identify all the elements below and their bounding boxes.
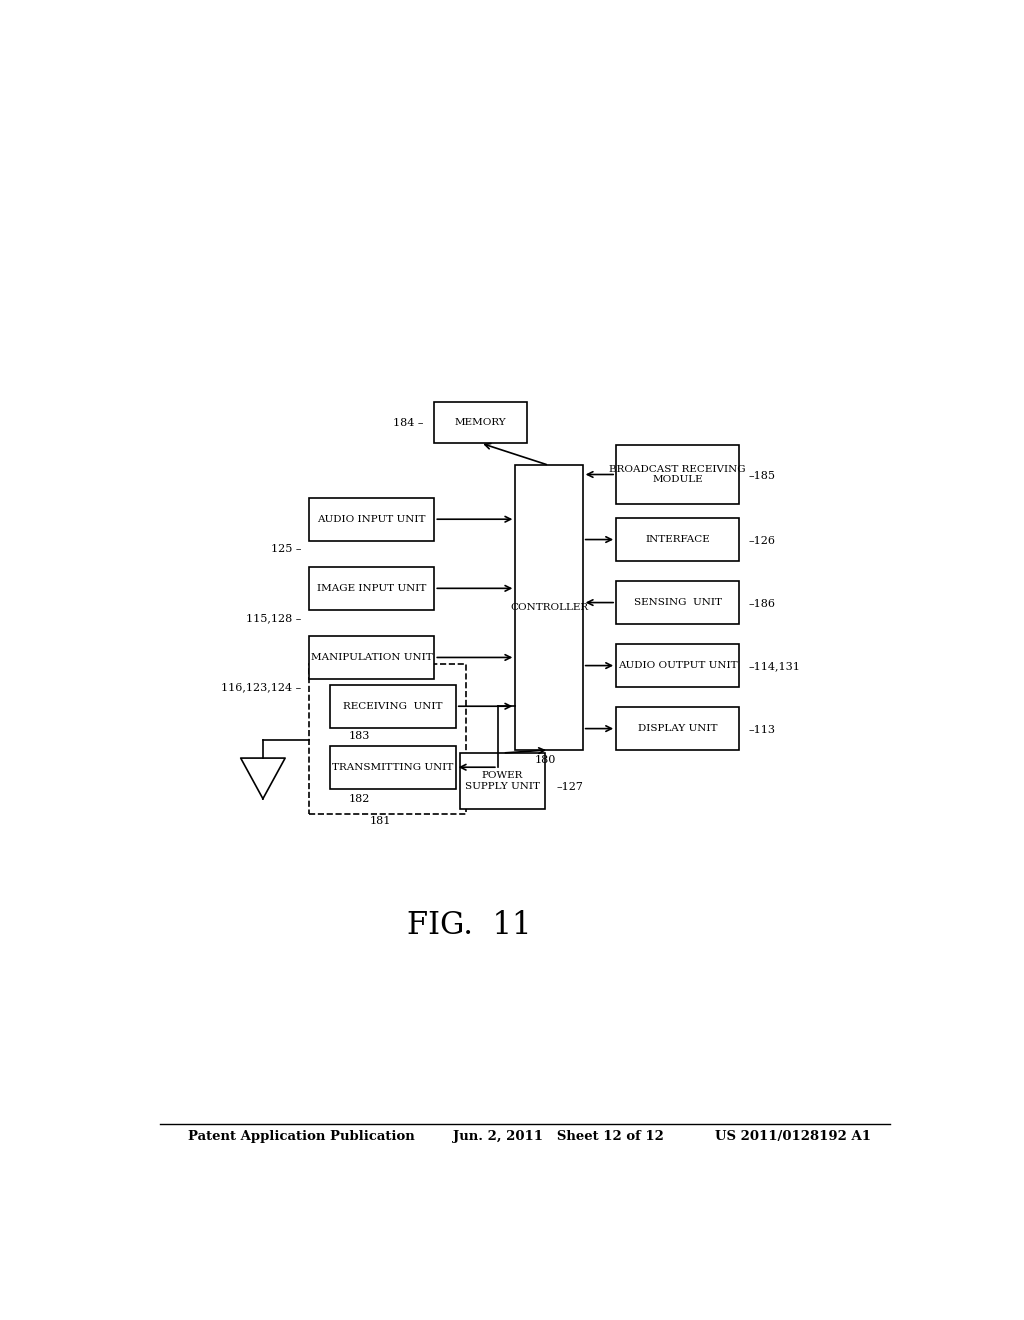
Text: –126: –126 <box>749 536 775 545</box>
FancyBboxPatch shape <box>616 581 739 624</box>
Text: DISPLAY UNIT: DISPLAY UNIT <box>638 725 718 733</box>
FancyBboxPatch shape <box>433 403 527 444</box>
Text: 184 –: 184 – <box>393 417 423 428</box>
Text: POWER
SUPPLY UNIT: POWER SUPPLY UNIT <box>465 771 540 791</box>
Text: 116,123,124 –: 116,123,124 – <box>221 682 301 692</box>
FancyBboxPatch shape <box>309 636 434 678</box>
Text: US 2011/0128192 A1: US 2011/0128192 A1 <box>715 1130 871 1143</box>
FancyBboxPatch shape <box>309 498 434 541</box>
Text: Patent Application Publication: Patent Application Publication <box>187 1130 415 1143</box>
FancyBboxPatch shape <box>309 568 434 610</box>
FancyBboxPatch shape <box>616 519 739 561</box>
FancyBboxPatch shape <box>460 752 546 809</box>
Text: FIG.  11: FIG. 11 <box>407 911 531 941</box>
Text: –185: –185 <box>749 470 775 480</box>
Text: BROADCAST RECEIVING
MODULE: BROADCAST RECEIVING MODULE <box>609 465 745 484</box>
FancyBboxPatch shape <box>616 644 739 686</box>
Text: –127: –127 <box>557 781 584 792</box>
Text: TRANSMITTING UNIT: TRANSMITTING UNIT <box>333 763 454 772</box>
FancyBboxPatch shape <box>616 708 739 750</box>
FancyBboxPatch shape <box>515 466 583 750</box>
Text: SENSING  UNIT: SENSING UNIT <box>634 598 722 607</box>
Text: CONTROLLER: CONTROLLER <box>510 603 588 612</box>
Text: INTERFACE: INTERFACE <box>645 535 710 544</box>
Text: 180: 180 <box>536 755 556 766</box>
Text: 182: 182 <box>348 793 370 804</box>
Text: AUDIO OUTPUT UNIT: AUDIO OUTPUT UNIT <box>617 661 737 671</box>
Text: RECEIVING  UNIT: RECEIVING UNIT <box>343 702 442 710</box>
Text: MEMORY: MEMORY <box>455 418 506 428</box>
Text: 183: 183 <box>348 731 370 741</box>
FancyBboxPatch shape <box>309 664 466 814</box>
Text: 115,128 –: 115,128 – <box>246 612 301 623</box>
FancyBboxPatch shape <box>616 445 739 504</box>
Text: IMAGE INPUT UNIT: IMAGE INPUT UNIT <box>317 583 426 593</box>
Text: –114,131: –114,131 <box>749 661 801 672</box>
Text: –113: –113 <box>749 725 775 735</box>
Text: 181: 181 <box>370 816 391 826</box>
Text: 125 –: 125 – <box>270 544 301 553</box>
FancyBboxPatch shape <box>331 746 456 788</box>
Text: MANIPULATION UNIT: MANIPULATION UNIT <box>310 653 432 661</box>
FancyBboxPatch shape <box>331 685 456 727</box>
Text: –186: –186 <box>749 598 775 609</box>
Text: Jun. 2, 2011   Sheet 12 of 12: Jun. 2, 2011 Sheet 12 of 12 <box>454 1130 665 1143</box>
Text: AUDIO INPUT UNIT: AUDIO INPUT UNIT <box>317 515 426 524</box>
